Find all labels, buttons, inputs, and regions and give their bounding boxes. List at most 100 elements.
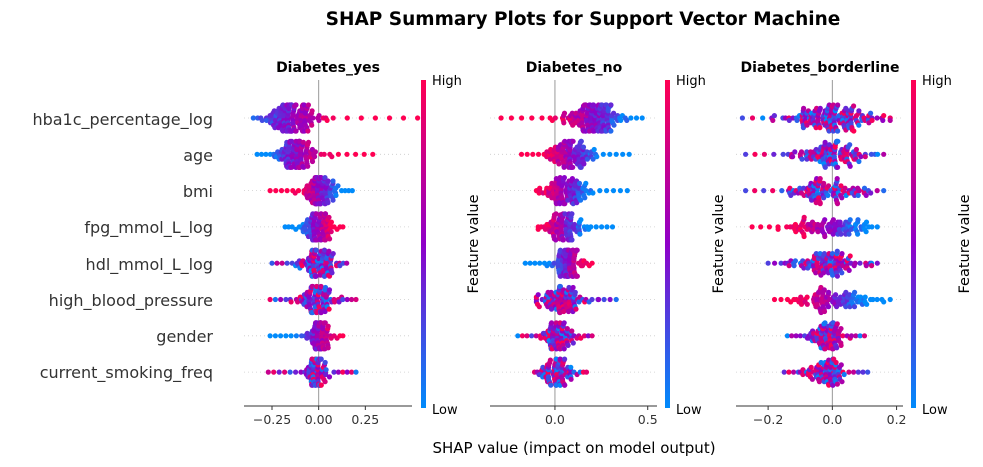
colorbar-low-label: Low bbox=[922, 403, 948, 418]
shap-point bbox=[822, 233, 828, 240]
shap-point bbox=[539, 115, 545, 121]
shap-point bbox=[561, 120, 567, 126]
shap-point bbox=[577, 231, 583, 237]
shap-point bbox=[570, 138, 576, 144]
shap-point bbox=[583, 180, 589, 186]
shap-point bbox=[846, 369, 852, 375]
shap-point bbox=[860, 369, 866, 375]
shap-point bbox=[549, 320, 555, 326]
shap-point bbox=[288, 299, 294, 305]
shap-point bbox=[830, 272, 836, 278]
shap-point bbox=[532, 260, 538, 266]
shap-point bbox=[335, 369, 341, 375]
shap-point bbox=[604, 224, 610, 230]
shap-point bbox=[618, 117, 624, 123]
shap-point bbox=[624, 117, 630, 123]
shap-point bbox=[770, 188, 776, 194]
shap-point bbox=[852, 289, 858, 295]
shap-point bbox=[887, 296, 893, 303]
shap-point bbox=[330, 115, 336, 121]
shap-point bbox=[596, 296, 602, 303]
shap-point bbox=[816, 379, 823, 385]
shap-point bbox=[846, 231, 852, 237]
shap-point bbox=[557, 283, 564, 290]
shap-point bbox=[817, 105, 823, 111]
shap-point bbox=[331, 369, 337, 375]
shap-point bbox=[344, 369, 350, 375]
shap-point bbox=[821, 195, 827, 201]
shap-point bbox=[869, 224, 875, 230]
shap-point bbox=[283, 296, 289, 303]
shap-point bbox=[589, 296, 595, 303]
shap-point bbox=[847, 163, 853, 169]
shap-point bbox=[841, 371, 847, 378]
shap-point bbox=[569, 176, 576, 182]
shap-point bbox=[847, 142, 853, 148]
shap-point bbox=[771, 151, 777, 157]
figure-title: SHAP Summary Plots for Support Vector Ma… bbox=[326, 9, 841, 30]
panel-title-diabetes-no: Diabetes_no bbox=[526, 60, 623, 76]
shap-point bbox=[808, 364, 814, 370]
shap-point bbox=[809, 376, 816, 382]
shap-point bbox=[332, 299, 338, 305]
shap-point bbox=[792, 149, 798, 155]
colorbar-title: Feature value bbox=[711, 194, 727, 293]
shap-point bbox=[851, 103, 857, 109]
shap-point bbox=[325, 200, 331, 206]
shap-point bbox=[869, 263, 875, 269]
shap-point bbox=[330, 197, 336, 203]
shap-point bbox=[840, 333, 846, 339]
feature-label: age bbox=[183, 146, 213, 165]
shap-point bbox=[856, 108, 862, 114]
shap-point bbox=[856, 158, 862, 165]
x-tick-label: 0.0 bbox=[545, 412, 565, 427]
shap-point bbox=[887, 117, 893, 123]
shap-point bbox=[519, 115, 525, 121]
shap-point bbox=[628, 115, 634, 121]
shap-point bbox=[564, 326, 570, 332]
shap-point bbox=[851, 369, 857, 375]
x-tick-label: 0.25 bbox=[351, 412, 379, 427]
shap-point bbox=[318, 356, 324, 362]
shap-point bbox=[772, 260, 778, 266]
shap-point bbox=[863, 263, 869, 269]
shap-point bbox=[272, 333, 278, 339]
shap-point bbox=[340, 333, 346, 339]
feature-label: high_blood_pressure bbox=[49, 291, 213, 311]
shap-point bbox=[353, 369, 359, 375]
shap-point bbox=[576, 180, 583, 186]
feature-label: fpg_mmol_L_log bbox=[84, 218, 213, 238]
x-tick-label: 0.2 bbox=[887, 412, 907, 427]
feature-label: hdl_mmol_L_log bbox=[86, 255, 213, 275]
shap-point bbox=[833, 359, 839, 366]
shap-point bbox=[574, 247, 580, 253]
shap-point bbox=[875, 151, 881, 157]
shap-point bbox=[535, 292, 541, 298]
shap-point bbox=[524, 151, 530, 157]
shap-point bbox=[561, 164, 567, 170]
colorbar-gradient bbox=[911, 80, 916, 408]
shap-point bbox=[565, 197, 571, 203]
shap-point bbox=[601, 296, 607, 303]
shap-point bbox=[834, 381, 841, 387]
shap-point bbox=[574, 200, 580, 206]
shap-point bbox=[578, 138, 584, 144]
shap-point bbox=[326, 374, 333, 380]
shap-point bbox=[553, 211, 559, 217]
shap-point bbox=[786, 117, 792, 123]
shap-point bbox=[830, 382, 836, 388]
shap-point bbox=[578, 217, 584, 223]
shap-point bbox=[881, 188, 887, 194]
shap-point bbox=[608, 128, 614, 134]
shap-point bbox=[813, 270, 819, 276]
shap-point bbox=[561, 320, 567, 326]
shap-point bbox=[325, 345, 331, 351]
shap-point bbox=[548, 382, 554, 388]
shap-point bbox=[853, 333, 859, 339]
shap-point bbox=[771, 296, 778, 303]
shap-point bbox=[581, 333, 588, 339]
shap-point bbox=[582, 195, 588, 201]
shap-point bbox=[798, 294, 804, 300]
shap-point bbox=[569, 328, 575, 334]
shap-point bbox=[318, 283, 324, 290]
